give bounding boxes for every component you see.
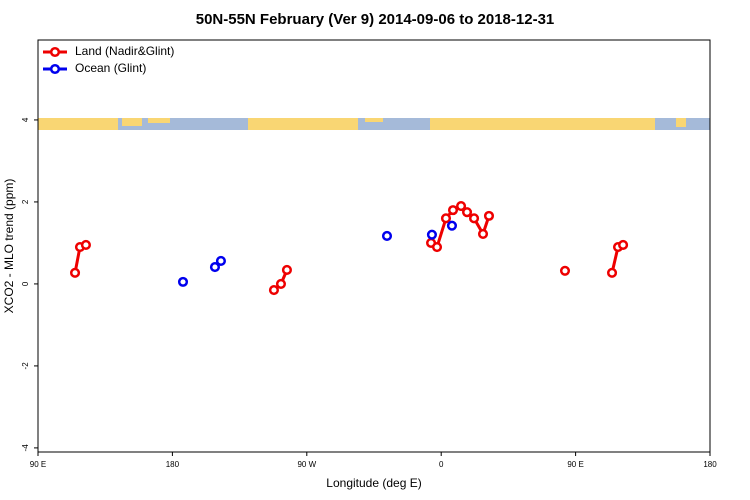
point bbox=[618, 239, 629, 251]
x-axis-label: Longitude (deg E) bbox=[326, 476, 421, 490]
point bbox=[469, 213, 480, 224]
x-tick-label: 180 bbox=[166, 460, 180, 469]
point bbox=[281, 264, 292, 276]
point bbox=[447, 205, 459, 216]
point bbox=[215, 255, 226, 267]
y-tick-label: -2 bbox=[21, 362, 30, 370]
point bbox=[177, 276, 189, 287]
legend-marker bbox=[49, 63, 61, 75]
point bbox=[446, 220, 458, 231]
point bbox=[440, 213, 452, 224]
point bbox=[483, 210, 495, 221]
y-axis-label: XCO2 - MLO trend (ppm) bbox=[2, 179, 16, 314]
y-tick-label: -4 bbox=[21, 444, 30, 452]
point bbox=[275, 278, 287, 289]
legend-marker bbox=[49, 46, 61, 58]
plot-frame bbox=[37, 39, 711, 453]
point bbox=[268, 285, 279, 296]
x-tick-label: 0 bbox=[439, 460, 444, 469]
x-tick-label: 90 E bbox=[30, 460, 46, 469]
point bbox=[69, 267, 81, 278]
point bbox=[80, 239, 91, 251]
map-strip bbox=[38, 118, 710, 130]
legend-label: Ocean (Glint) bbox=[75, 61, 146, 75]
legend: Land (Nadir&Glint) Ocean (Glint) bbox=[43, 44, 174, 75]
chart-title: 50N-55N February (Ver 9) 2014-09-06 to 2… bbox=[196, 11, 555, 28]
point bbox=[559, 265, 571, 276]
point bbox=[381, 230, 393, 242]
x-tick-label: 90 W bbox=[297, 460, 316, 469]
point bbox=[477, 228, 489, 239]
point bbox=[426, 229, 437, 240]
y-tick-label: 0 bbox=[21, 281, 30, 286]
point bbox=[606, 267, 618, 278]
point bbox=[209, 262, 221, 273]
point bbox=[461, 207, 473, 218]
y-tick-label: 2 bbox=[21, 199, 30, 204]
point bbox=[431, 241, 443, 253]
point bbox=[456, 200, 467, 212]
x-tick-label: 180 bbox=[703, 460, 717, 469]
y-tick-label: 4 bbox=[21, 117, 30, 122]
series-line bbox=[73, 204, 624, 292]
x-tick-label: 90 E bbox=[567, 460, 583, 469]
legend-label: Land (Nadir&Glint) bbox=[75, 44, 174, 58]
